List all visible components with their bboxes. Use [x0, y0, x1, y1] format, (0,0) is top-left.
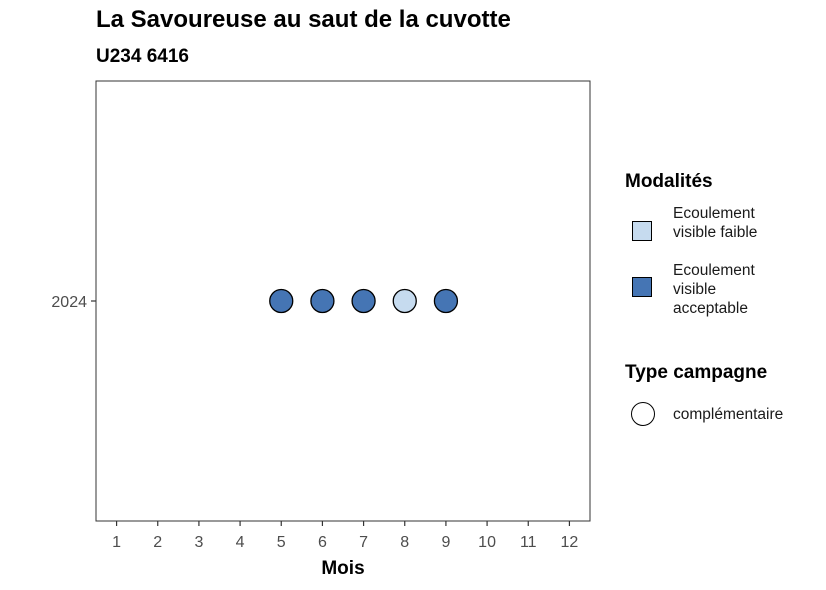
y-tick-label: 2024 [51, 294, 87, 311]
x-tick-label: 10 [478, 534, 496, 551]
x-tick-label: 4 [236, 534, 245, 551]
x-axis-label: Mois [321, 558, 364, 579]
x-tick-label: 8 [400, 534, 409, 551]
x-tick-label: 11 [520, 534, 537, 551]
chart-subtitle: U234 6416 [96, 46, 189, 67]
x-tick-label: 12 [561, 534, 579, 551]
x-tick-label: 2 [153, 534, 162, 551]
x-tick-label: 5 [277, 534, 286, 551]
x-tick-label: 3 [194, 534, 203, 551]
data-point [310, 288, 335, 314]
data-point [269, 288, 294, 314]
legend-label-faible: Ecoulement visible faible [673, 205, 758, 241]
data-point [351, 288, 376, 314]
x-tick-label: 1 [112, 534, 121, 551]
legend-label-complementaire: complémentaire [673, 406, 784, 423]
legend-modalites-title: Modalités [625, 171, 713, 192]
x-tick-label: 6 [318, 534, 327, 551]
data-point [392, 288, 417, 314]
legend-type-title: Type campagne [625, 362, 768, 383]
chart-title: La Savoureuse au saut de la cuvotte [96, 6, 511, 33]
legend-key-faible [632, 221, 652, 241]
legend-circle-icon [631, 402, 655, 426]
plot-panel-border [95, 80, 591, 522]
legend-key-acceptable [632, 277, 652, 297]
legend-label-acceptable: Ecoulement visible acceptable [673, 262, 755, 317]
x-tick-label: 9 [441, 534, 450, 551]
data-point [433, 288, 459, 314]
x-tick-label: 7 [359, 534, 368, 551]
